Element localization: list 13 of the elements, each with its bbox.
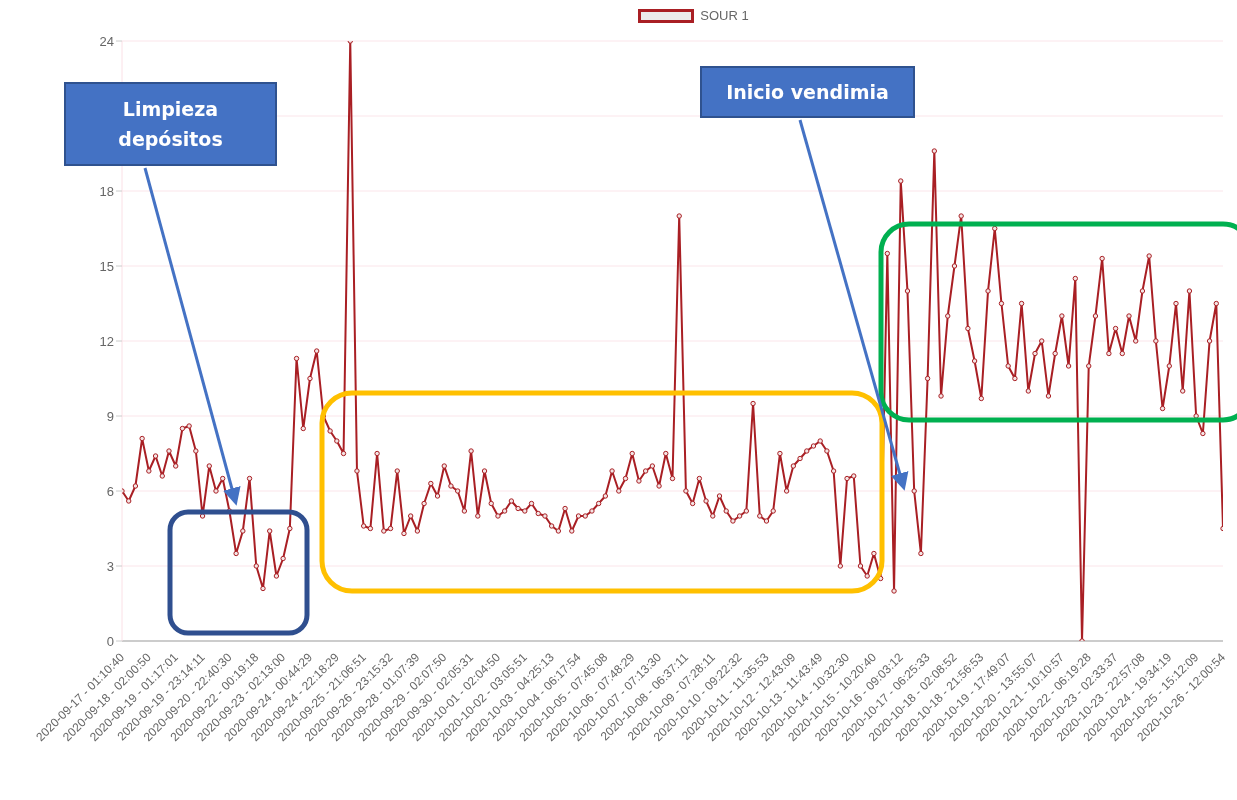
callout-box: Limpieza depósitos xyxy=(64,82,277,166)
annotation: Limpieza depósitos xyxy=(117,97,224,152)
y-tick-label: 15 xyxy=(99,258,114,274)
legend-label: SOUR 1 xyxy=(700,8,749,23)
y-tick-label: 24 xyxy=(99,33,114,49)
y-tick-label: 6 xyxy=(106,483,114,499)
y-tick-label: 0 xyxy=(106,633,114,649)
y-tick-label: 9 xyxy=(106,408,114,424)
y-tick-label: 18 xyxy=(99,183,114,199)
y-tick-label: 3 xyxy=(106,558,114,574)
callout-box: Inicio vendimia xyxy=(700,66,915,118)
annotation: Inicio vendimia xyxy=(726,80,889,105)
y-tick-label: 12 xyxy=(99,333,114,349)
